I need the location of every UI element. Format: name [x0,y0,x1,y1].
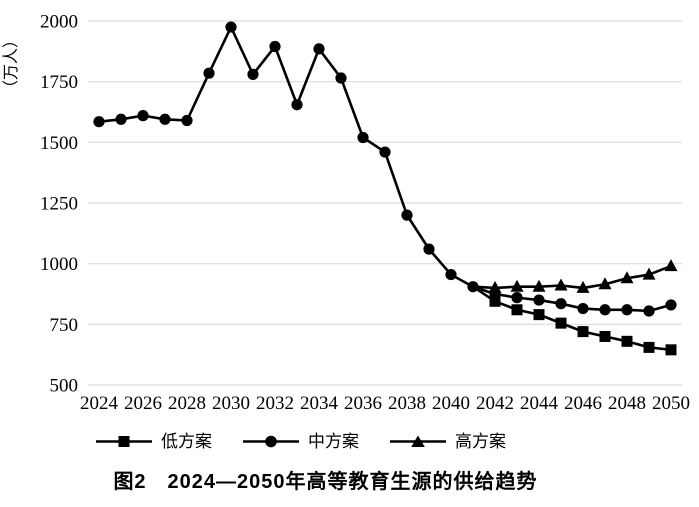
series-mid-scenario [93,21,677,317]
legend-label-high-scenario: 高方案 [455,432,506,451]
y-tick-label: 1500 [40,133,78,154]
x-tick-label: 2032 [256,393,294,414]
circle-data-marker [291,99,303,111]
circle-data-marker [401,209,413,221]
circle-data-marker [423,243,435,255]
triangle-data-marker [554,278,568,291]
circle-data-marker [313,43,325,55]
square-data-marker [577,326,589,338]
x-tick-label: 2048 [608,393,646,414]
circle-data-marker [115,113,127,125]
y-tick-label: 1750 [40,72,78,93]
triangle-data-marker [532,279,546,292]
y-tick-label: 500 [50,376,79,397]
legend-label-mid-scenario: 中方案 [308,432,359,451]
circle-data-marker [357,131,369,144]
series-high-scenario [471,259,678,293]
circle-data-marker [379,146,391,158]
y-axis-tick-labels: 500 750 1000 1250 1500 1750 2000 [40,12,78,397]
circle-data-marker [159,113,171,125]
circle-data-marker [665,299,677,311]
x-tick-label: 2036 [344,393,382,414]
triangle-data-marker [598,277,612,290]
figure-caption: 图2 2024—2050年高等教育生源的供给趋势 [113,471,538,493]
legend-item-mid-scenario: 中方案 [242,433,359,450]
square-marker-icon [96,436,152,447]
square-data-marker [665,344,677,356]
x-tick-label: 2050 [652,393,690,414]
x-tick-label: 2024 [80,393,119,414]
triangle-data-marker [576,280,590,293]
circle-data-marker [511,292,523,304]
square-data-marker [511,304,523,316]
x-tick-label: 2042 [476,393,514,414]
circle-data-marker [643,305,655,317]
circle-data-marker [599,304,611,316]
x-tick-label: 2044 [520,393,559,414]
triangle-data-marker [664,259,678,272]
x-tick-label: 2028 [168,393,206,414]
circle-data-marker [269,40,281,53]
circle-marker-icon [243,435,299,448]
circle-data-marker [621,304,633,316]
y-tick-label: 1250 [40,194,78,215]
y-tick-label: 2000 [40,12,78,33]
circle-data-marker [445,268,457,281]
circle-data-marker [577,302,589,315]
x-tick-label: 2030 [212,393,250,414]
y-tick-label: 750 [50,315,79,336]
legend-label-low-scenario: 低方案 [161,432,212,451]
chart-legend: 低方案 中方案 高方案 [0,433,650,450]
gridlines [88,20,682,386]
circle-data-marker [247,68,259,80]
circle-data-marker [533,294,545,306]
circle-data-marker [137,110,149,122]
triangle-data-marker [642,267,656,280]
y-axis-unit-label: （万人） [2,32,20,96]
x-tick-label: 2046 [564,393,602,414]
y-tick-label: 1000 [40,254,78,275]
square-data-marker [599,330,611,342]
square-data-marker [643,341,655,353]
triangle-data-marker [488,280,502,293]
x-axis-tick-labels: 2024 2026 2028 2030 2032 2034 2036 2038 2040 2042… [80,393,690,414]
circle-data-marker [203,67,215,79]
square-data-marker [621,335,633,347]
circle-data-marker [555,298,567,310]
x-tick-label: 2040 [432,393,470,414]
series-low-scenario [471,285,677,356]
circle-data-marker [93,116,105,128]
square-data-marker [555,317,567,329]
legend-item-high-scenario: 高方案 [389,433,506,450]
square-data-marker [533,309,545,321]
triangle-marker-icon [390,435,446,447]
circle-data-marker [335,72,347,84]
triangle-data-marker [620,271,634,284]
square-data-marker [489,295,501,307]
legend-item-low-scenario: 低方案 [95,433,212,450]
triangle-data-marker [510,279,524,292]
circle-data-marker [225,21,237,33]
x-tick-label: 2026 [124,393,162,414]
x-tick-label: 2038 [388,393,426,414]
circle-data-marker [181,114,193,127]
x-tick-label: 2034 [300,393,339,414]
